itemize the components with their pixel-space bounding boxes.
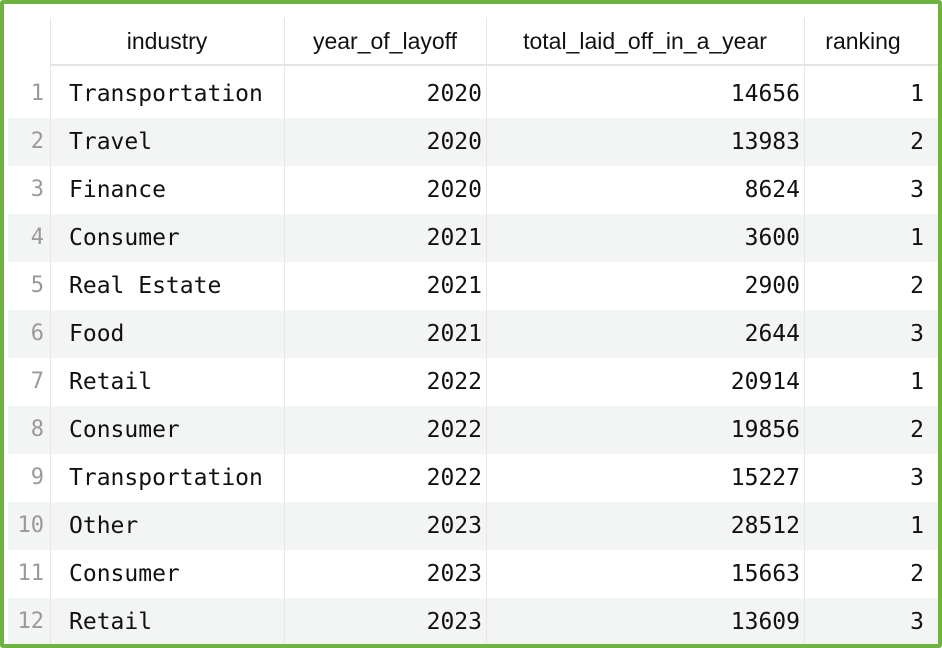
cell-total-laid-off[interactable]: 2644: [744, 321, 800, 347]
cell-industry[interactable]: Other: [69, 513, 139, 539]
cell-year-of-layoff[interactable]: 2020: [426, 129, 482, 155]
row-number: 6: [30, 321, 44, 346]
table-row[interactable]: 11 Consumer 2023 15663 2: [8, 550, 938, 598]
row-number: 2: [30, 129, 44, 154]
cell-ranking[interactable]: 2: [910, 561, 924, 587]
cell-ranking[interactable]: 1: [910, 513, 924, 539]
table-row[interactable]: 6 Food 2021 2644 3: [8, 310, 938, 358]
cell-year-of-layoff[interactable]: 2021: [426, 273, 482, 299]
cell-ranking[interactable]: 3: [910, 177, 924, 203]
column-header-total-laid-off[interactable]: total_laid_off_in_a_year: [523, 28, 767, 54]
table-row[interactable]: 1 Transportation 2020 14656 1: [8, 70, 938, 118]
cell-ranking[interactable]: 1: [910, 81, 924, 107]
cell-total-laid-off[interactable]: 19856: [730, 417, 800, 443]
cell-total-laid-off[interactable]: 2900: [744, 273, 800, 299]
cell-total-laid-off[interactable]: 3600: [744, 225, 800, 251]
cell-total-laid-off[interactable]: 28512: [730, 513, 800, 539]
column-divider: [50, 18, 51, 644]
row-number: 3: [30, 177, 44, 202]
cell-ranking[interactable]: 2: [910, 129, 924, 155]
cell-year-of-layoff[interactable]: 2022: [426, 369, 482, 395]
cell-industry[interactable]: Transportation: [69, 465, 263, 491]
table-header: industry year_of_layoff total_laid_off_i…: [8, 18, 938, 68]
cell-year-of-layoff[interactable]: 2022: [426, 465, 482, 491]
column-divider: [486, 18, 487, 644]
table-row[interactable]: 2 Travel 2020 13983 2: [8, 118, 938, 166]
cell-total-laid-off[interactable]: 13609: [730, 609, 800, 635]
table-row[interactable]: 4 Consumer 2021 3600 1: [8, 214, 938, 262]
table-row[interactable]: 9 Transportation 2022 15227 3: [8, 454, 938, 502]
table-row[interactable]: 8 Consumer 2022 19856 2: [8, 406, 938, 454]
row-number: 11: [17, 561, 45, 586]
cell-industry[interactable]: Consumer: [69, 225, 180, 251]
cell-industry[interactable]: Consumer: [69, 417, 180, 443]
column-divider: [804, 18, 805, 644]
cell-year-of-layoff[interactable]: 2020: [426, 177, 482, 203]
cell-industry[interactable]: Retail: [69, 369, 153, 395]
column-header-ranking[interactable]: ranking: [825, 28, 901, 54]
row-number: 12: [17, 609, 45, 634]
cell-year-of-layoff[interactable]: 2021: [426, 225, 482, 251]
cell-total-laid-off[interactable]: 13983: [730, 129, 800, 155]
column-divider: [284, 18, 285, 644]
table-row[interactable]: 3 Finance 2020 8624 3: [8, 166, 938, 214]
cell-year-of-layoff[interactable]: 2023: [426, 609, 482, 635]
cell-total-laid-off[interactable]: 15663: [730, 561, 800, 587]
cell-industry[interactable]: Travel: [69, 129, 153, 155]
row-number: 1: [30, 81, 44, 106]
table-row[interactable]: 12 Retail 2023 13609 3: [8, 598, 938, 644]
cell-ranking[interactable]: 3: [910, 465, 924, 491]
cell-ranking[interactable]: 1: [910, 369, 924, 395]
cell-industry[interactable]: Retail: [69, 609, 153, 635]
cell-ranking[interactable]: 3: [910, 321, 924, 347]
cell-industry[interactable]: Consumer: [69, 561, 180, 587]
row-number: 10: [17, 513, 45, 538]
row-number: 5: [30, 273, 44, 298]
row-number: 4: [30, 225, 44, 250]
column-header-industry[interactable]: industry: [126, 28, 208, 54]
cell-industry[interactable]: Food: [69, 321, 125, 347]
row-number: 8: [30, 417, 44, 442]
row-number: 9: [30, 465, 44, 490]
cell-year-of-layoff[interactable]: 2020: [426, 81, 482, 107]
cell-industry[interactable]: Transportation: [69, 81, 263, 107]
cell-year-of-layoff[interactable]: 2022: [426, 417, 482, 443]
cell-ranking[interactable]: 1: [910, 225, 924, 251]
cell-ranking[interactable]: 3: [910, 609, 924, 635]
cell-industry[interactable]: Real Estate: [69, 273, 222, 299]
cell-industry[interactable]: Finance: [69, 177, 166, 203]
cell-ranking[interactable]: 2: [910, 417, 924, 443]
cell-year-of-layoff[interactable]: 2023: [426, 513, 482, 539]
cell-total-laid-off[interactable]: 20914: [730, 369, 800, 395]
cell-year-of-layoff[interactable]: 2023: [426, 561, 482, 587]
table-row[interactable]: 10 Other 2023 28512 1: [8, 502, 938, 550]
cell-total-laid-off[interactable]: 8624: [744, 177, 800, 203]
cell-year-of-layoff[interactable]: 2021: [426, 321, 482, 347]
cell-ranking[interactable]: 2: [910, 273, 924, 299]
cell-total-laid-off[interactable]: 14656: [730, 81, 800, 107]
header-divider: [50, 64, 938, 66]
column-header-year-of-layoff[interactable]: year_of_layoff: [312, 28, 458, 54]
row-number: 7: [30, 369, 44, 394]
table-row[interactable]: 5 Real Estate 2021 2900 2: [8, 262, 938, 310]
table-row[interactable]: 7 Retail 2022 20914 1: [8, 358, 938, 406]
cell-total-laid-off[interactable]: 15227: [730, 465, 800, 491]
